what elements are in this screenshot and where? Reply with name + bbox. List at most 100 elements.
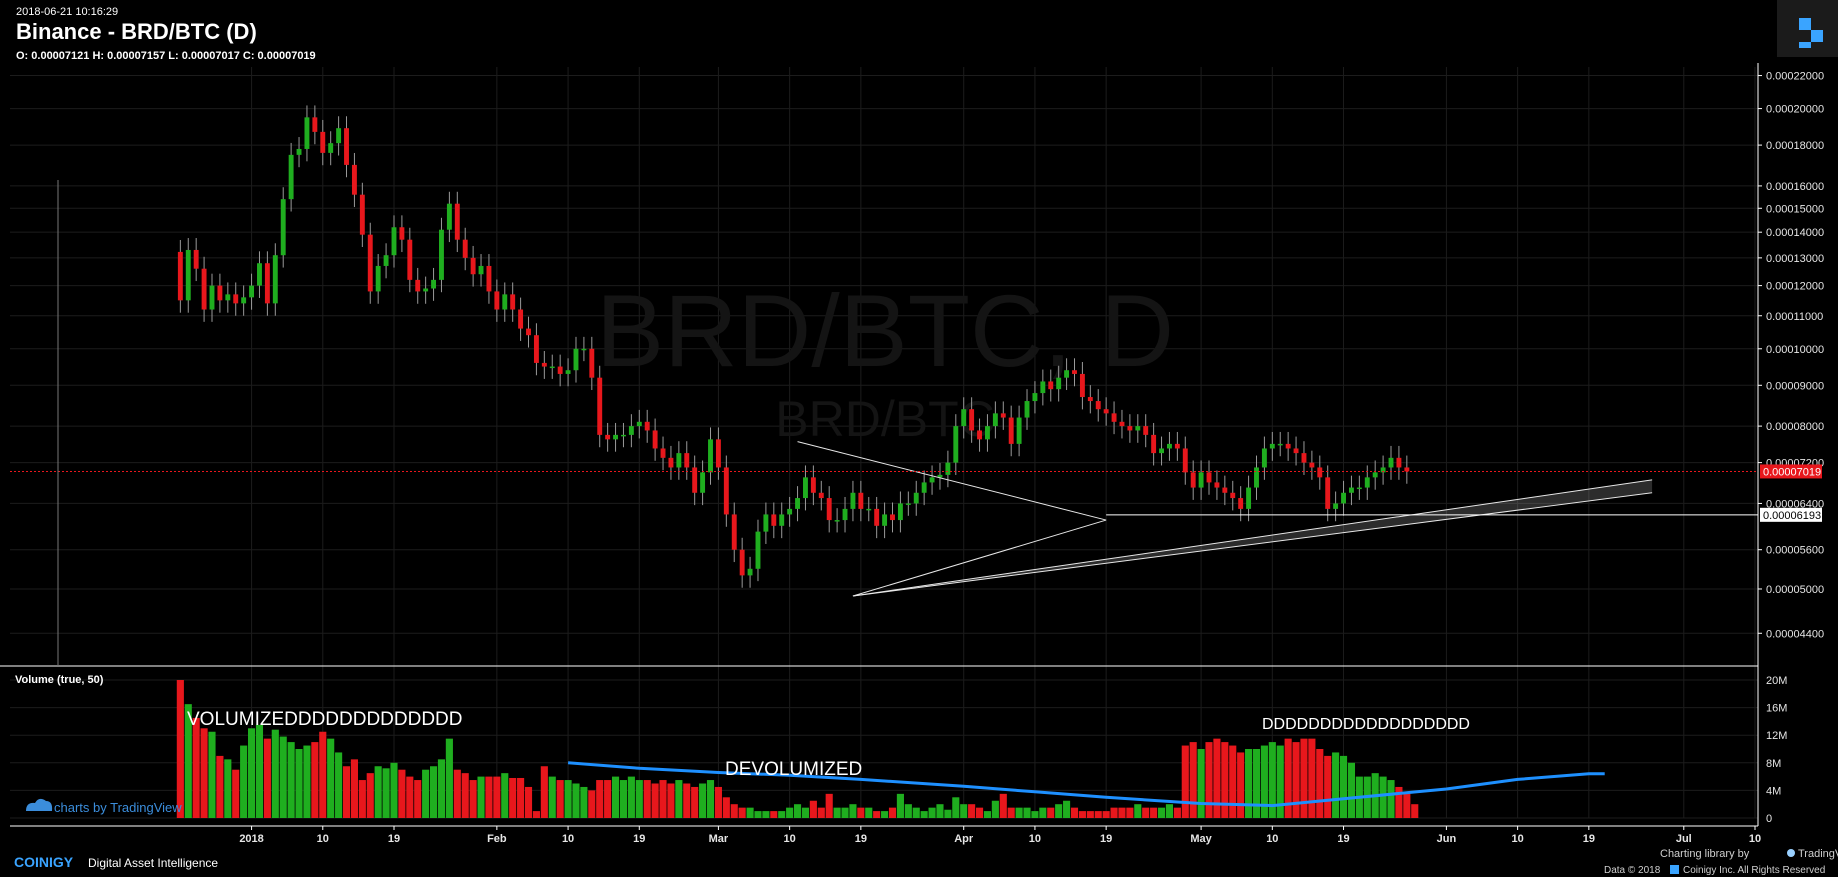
candle-body [312,117,318,132]
candle [1396,445,1402,480]
volume-bars [176,680,1419,818]
candle [771,502,777,539]
candle-body [1135,426,1141,431]
candlestick-series [177,105,1410,588]
volume-bar [770,811,778,818]
candle [533,323,539,376]
volume-bar [793,804,802,818]
volume-bar [667,783,675,818]
candle-body [264,263,270,304]
volume-bar [604,780,612,818]
volume-bar [611,776,620,818]
candle [953,414,959,475]
volume-bar [192,717,200,818]
candle-body [969,409,975,431]
volume-bar [1324,755,1332,818]
volume-bar [675,780,683,818]
candle-body [755,531,761,569]
candle [668,445,674,480]
candle-body [1214,482,1220,488]
candle-body [787,508,793,515]
volume-ma-line [567,761,1605,808]
candle [628,414,634,448]
volume-bar [1007,807,1015,818]
volume-bar [1260,745,1268,818]
volume-bar [841,807,849,818]
volume-bar [216,755,224,818]
last-price-tag [1760,464,1822,479]
logo-mark-block2 [1799,42,1811,48]
time-tick-label: Mar [709,833,729,845]
candle-body [1372,472,1378,478]
candle-body [399,227,405,240]
price-tick-label: 0.00006400 [1766,498,1824,510]
volume-bar [999,793,1007,818]
candle-body [1206,472,1212,483]
volume-bar [683,783,691,818]
candle [977,418,982,452]
volume-bar [714,786,722,818]
coinigy-small-icon [1670,865,1679,874]
coinigy-logo[interactable] [1777,0,1838,57]
candle-body [431,279,437,289]
candle [708,427,713,485]
candle-body [652,430,658,449]
candle-body [953,426,959,463]
candle [992,401,998,439]
trendline [852,492,1653,597]
candle-body [573,348,579,371]
candle-body [288,154,294,200]
candle [454,191,460,253]
candle [478,254,484,287]
candle [431,267,437,301]
volume-bar [975,807,984,818]
tradingview-badge[interactable]: charts by TradingView [26,798,182,815]
volume-bar [1229,745,1237,818]
candle [1261,436,1267,480]
volume-bar [1411,804,1419,818]
candle [747,556,753,588]
candle-body [668,457,674,468]
candle-body [1198,472,1204,488]
candle [1293,436,1299,466]
candle [1364,465,1370,500]
volume-bar [263,738,271,818]
candle-body [731,514,737,550]
candle [415,267,421,304]
candle [1246,475,1252,522]
candle [272,243,278,316]
candle [280,187,286,268]
tradingview-badge-text: charts by TradingView [54,800,182,815]
candle-body [1309,462,1315,468]
candle-body [462,239,468,258]
candle-body [1301,453,1307,463]
candle [1008,405,1014,457]
candle-body [494,291,500,310]
volume-bar [904,804,912,818]
volume-bar [1047,807,1055,818]
time-tick-label: 10 [1266,833,1278,845]
volume-bar [1308,738,1316,818]
volume-bar [1403,793,1411,818]
footer-copyright-prefix: Data © 2018 [1604,865,1661,876]
candle-body [407,239,413,280]
candle [1325,465,1331,522]
volume-bar [1339,755,1348,818]
time-tick-label: 10 [784,833,796,845]
chart-grid [10,67,1758,819]
volume-bar [303,745,311,818]
candle [1072,358,1077,387]
volume-bar [422,769,430,818]
candle [1182,436,1188,485]
candle-body [692,467,698,493]
last-price-label: 0.00007019 [1763,466,1821,478]
candle [676,441,682,480]
volume-bar [437,759,446,818]
volume-bar [279,736,287,818]
volume-bar [240,745,248,818]
volume-bar [350,759,358,818]
price-tick-label: 0.00016000 [1766,181,1824,193]
volume-bar [532,811,540,818]
volume-bar [1023,807,1031,818]
candle-body [470,257,476,275]
